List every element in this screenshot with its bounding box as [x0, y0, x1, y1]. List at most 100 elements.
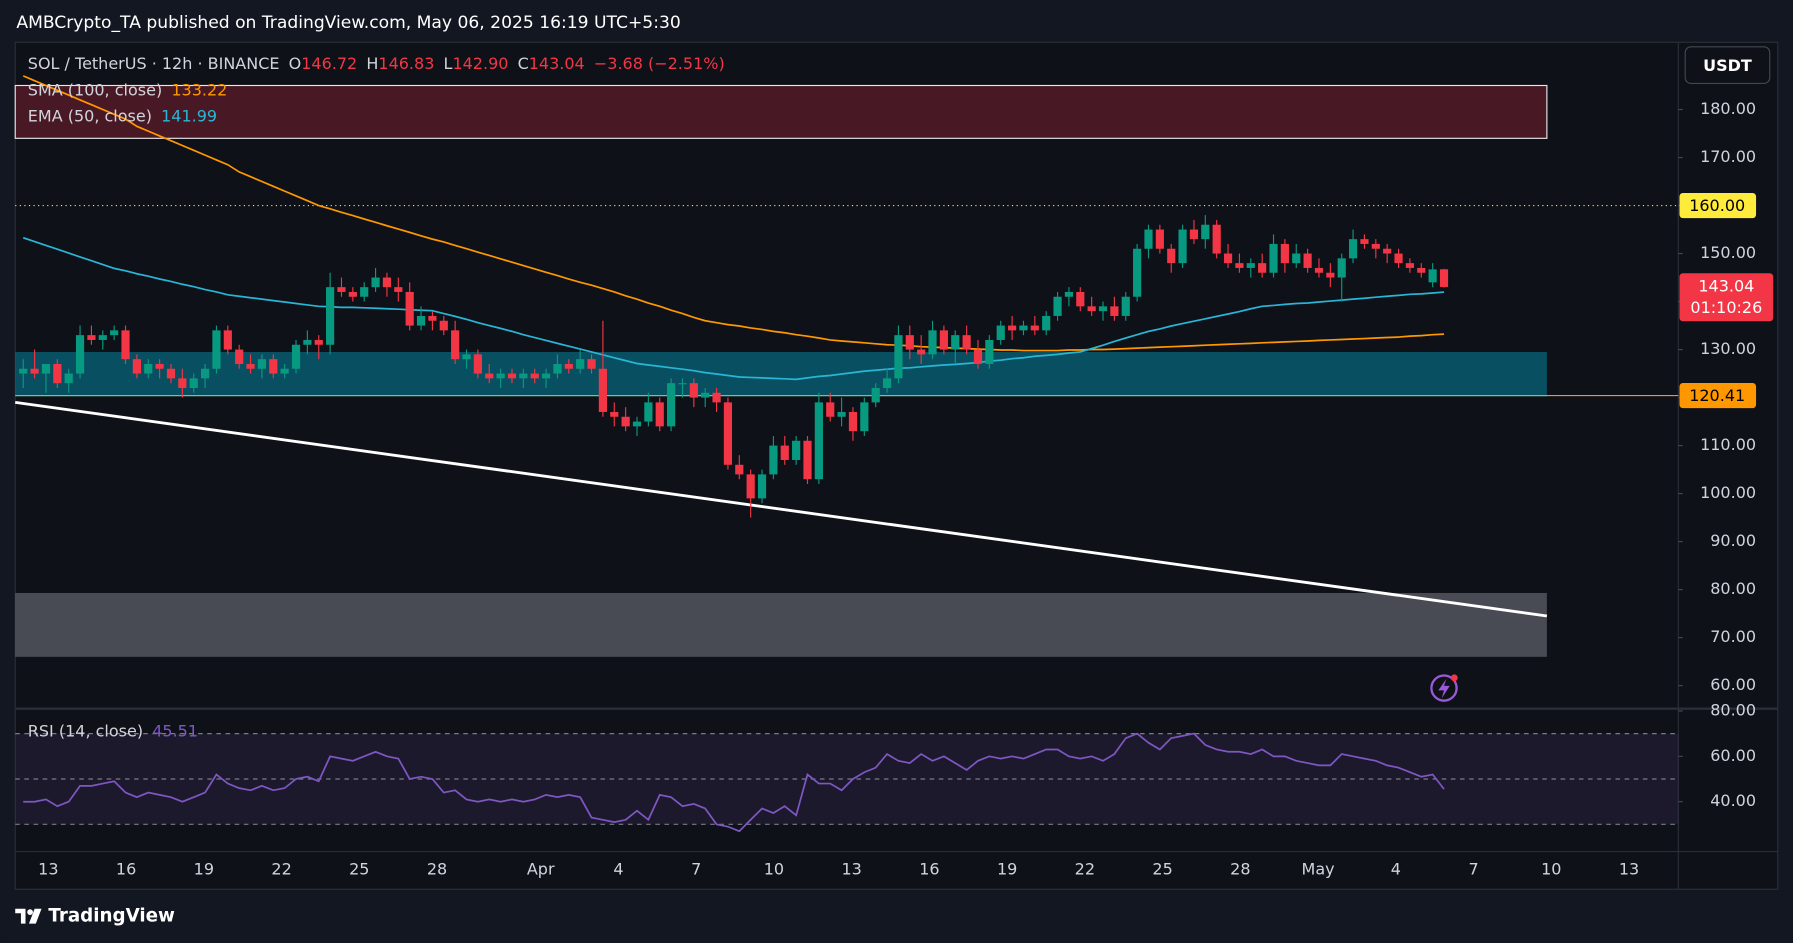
- candle-body: [1201, 224, 1210, 240]
- candle-body: [326, 287, 335, 345]
- candle-body: [1155, 229, 1164, 249]
- candle-body: [928, 330, 937, 355]
- legend-name: SMA (100, close): [28, 80, 162, 99]
- candle-body: [439, 320, 448, 331]
- x-tick-label: 22: [1075, 859, 1095, 878]
- candle-body: [110, 330, 119, 336]
- candle-body: [723, 402, 733, 465]
- candle-body: [1178, 229, 1187, 264]
- x-tick-label: 16: [116, 859, 136, 878]
- candle-body: [1383, 248, 1392, 254]
- candle-body: [371, 277, 380, 288]
- x-tick-label: 25: [1152, 859, 1172, 878]
- candle-body: [1360, 239, 1369, 244]
- x-tick-label: May: [1302, 859, 1335, 878]
- candle-body: [985, 339, 994, 364]
- candle-body: [576, 359, 585, 369]
- x-tick-label: Apr: [527, 859, 555, 878]
- x-tick-label: 19: [997, 859, 1017, 878]
- candle-body: [348, 291, 357, 297]
- candle-body: [598, 368, 607, 412]
- legend-value: 133.22: [171, 80, 227, 99]
- rsi-line: [23, 732, 1445, 833]
- price-zone: [15, 592, 1547, 657]
- candle-body: [1030, 325, 1039, 331]
- candle-body: [1098, 306, 1108, 312]
- legend-main: SOL / TetherUS · 12h · BINANCE O146.72 H14…: [28, 54, 725, 73]
- x-tick-label: 7: [1468, 859, 1478, 878]
- x-tick-label: 28: [1230, 859, 1250, 878]
- brand-name: TradingView: [48, 906, 175, 927]
- y-tick-label: 90.00: [1710, 531, 1756, 550]
- x-tick-label: 4: [613, 859, 623, 878]
- candle-body: [882, 378, 892, 388]
- candle-body: [1212, 224, 1221, 254]
- candle-body: [132, 359, 141, 374]
- legend-name: EMA (50, close): [28, 106, 152, 125]
- candle-body: [1280, 243, 1289, 264]
- candle-body: [962, 335, 971, 350]
- candle-body: [587, 359, 596, 369]
- candle-body: [1348, 239, 1358, 259]
- level-label-box: [1679, 383, 1757, 409]
- candle-body: [1144, 229, 1153, 249]
- candle-body: [996, 325, 1005, 340]
- candle-body: [1167, 248, 1176, 264]
- candle-body: [1314, 267, 1324, 273]
- last-price-box: [1679, 273, 1774, 322]
- ohlc-value: 143.04: [529, 54, 585, 73]
- candle-body: [314, 339, 323, 345]
- candle-body: [223, 330, 232, 350]
- candle-body: [837, 411, 846, 417]
- alert-icon[interactable]: [1430, 674, 1458, 702]
- candle-body: [394, 287, 403, 292]
- candle-body: [1133, 248, 1142, 297]
- candle-body: [257, 359, 267, 369]
- candle-body: [860, 402, 869, 432]
- countdown-label: 01:10:26: [1690, 298, 1762, 317]
- x-tick-label: 22: [271, 859, 291, 878]
- currency-button[interactable]: [1684, 46, 1771, 85]
- ohlc-key: H: [366, 54, 378, 73]
- moving-average-line: [22, 75, 1445, 352]
- candle-body: [1269, 243, 1278, 273]
- candle-body: [1008, 325, 1017, 331]
- candle-body: [792, 440, 801, 460]
- y-tick-label: 180.00: [1700, 99, 1756, 118]
- candle-body: [814, 402, 823, 480]
- candle-body: [1053, 296, 1062, 316]
- price-zone: [14, 84, 1548, 139]
- x-tick-label: 13: [38, 859, 58, 878]
- candle-body: [64, 373, 73, 384]
- ohlc-key: L: [444, 54, 453, 73]
- level-label: 160.00: [1689, 196, 1745, 215]
- candle-body: [1303, 253, 1312, 268]
- candle-body: [303, 339, 312, 345]
- candle-body: [632, 421, 642, 427]
- candle-body: [644, 402, 653, 422]
- y-tick-label: 150.00: [1700, 243, 1756, 262]
- level-label: 120.41: [1689, 386, 1745, 405]
- x-tick-label: 25: [349, 859, 369, 878]
- candle-body: [610, 411, 619, 417]
- ohlc-key: O: [289, 54, 302, 73]
- candle-body: [1223, 253, 1233, 264]
- candle-body: [1235, 263, 1244, 268]
- ohlc-key: C: [518, 54, 529, 73]
- candle-body: [41, 363, 51, 374]
- candle-body: [1417, 267, 1426, 273]
- currency-label[interactable]: USDT: [1703, 56, 1752, 75]
- candle-body: [769, 445, 778, 475]
- candle-body: [189, 378, 198, 388]
- price-zone: [15, 351, 1547, 397]
- candle-body: [496, 373, 505, 379]
- y-tick-label: 100.00: [1700, 483, 1756, 502]
- candle-body: [155, 363, 164, 369]
- y-tick-label: 80.00: [1710, 700, 1756, 719]
- legend-value: 141.99: [161, 106, 217, 125]
- candle-body: [826, 402, 835, 417]
- candle-body: [428, 315, 437, 321]
- candle-body: [519, 373, 528, 379]
- brand-logo: [15, 908, 42, 924]
